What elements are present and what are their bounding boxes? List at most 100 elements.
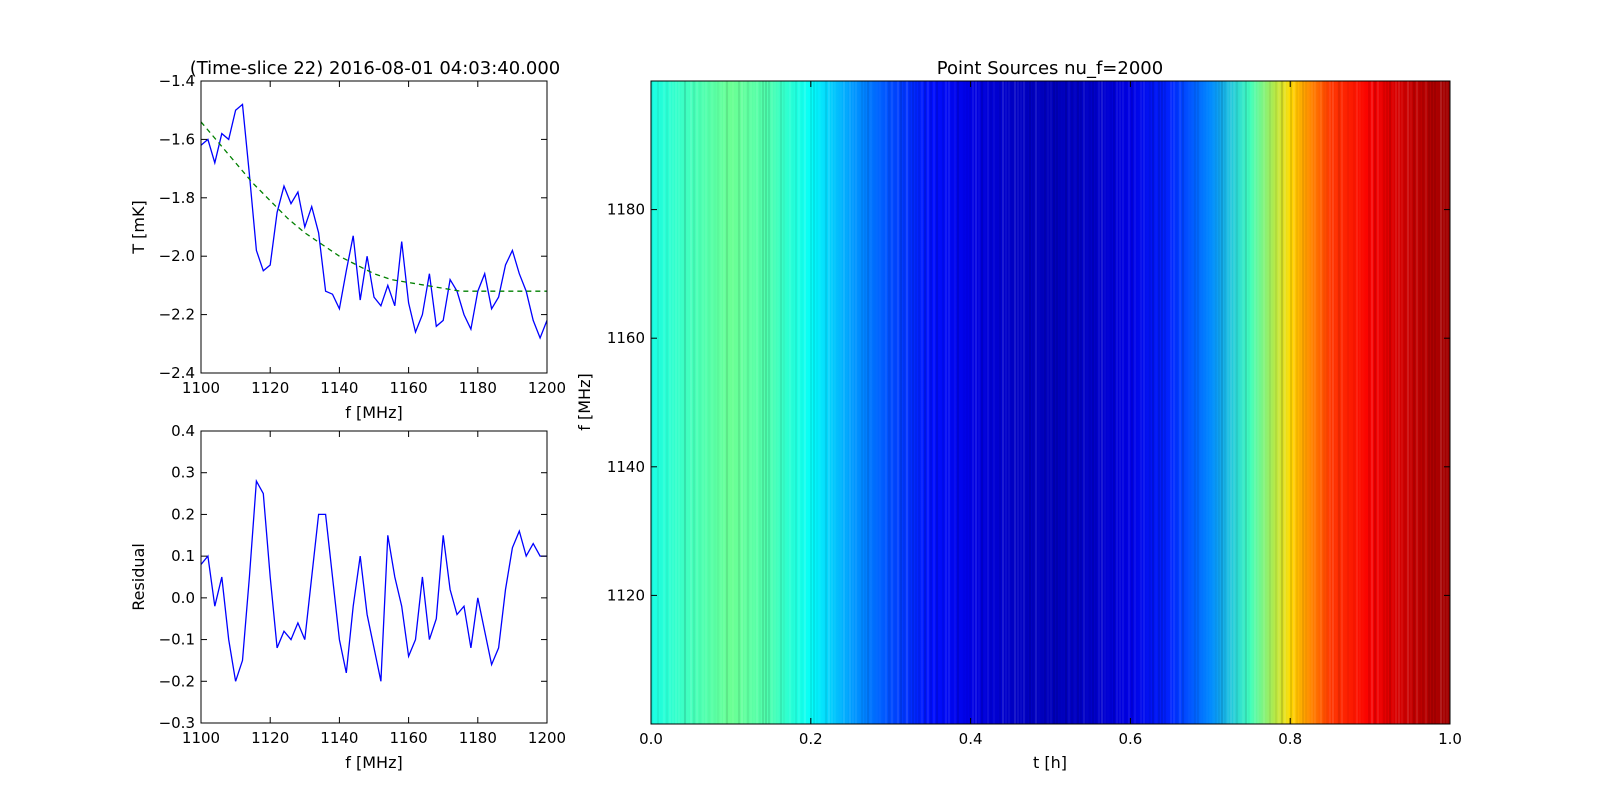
heatmap-stripe (813, 81, 815, 724)
heatmap-stripe (966, 81, 968, 724)
heatmap-stripe (666, 81, 668, 724)
heatmap-stripe (810, 81, 812, 724)
heatmap-stripe (1389, 81, 1391, 724)
heatmap-stripe (1395, 81, 1397, 724)
heatmap-stripe (999, 81, 1001, 724)
heatmap-stripe (1371, 81, 1373, 724)
heatmap-stripe (822, 81, 824, 724)
heatmap-stripe (960, 81, 962, 724)
heatmap-stripe (1446, 81, 1448, 724)
heatmap-stripe (1182, 81, 1184, 724)
heatmap-ticks: 0.0 0.2 0.4 0.6 0.8 1.0 1120 1140 1160 1180 (607, 81, 1462, 748)
residual-y-axis-label: Residual (129, 543, 148, 611)
heatmap-stripe (1008, 81, 1010, 724)
heatmap-stripe (1134, 81, 1136, 724)
heatmap-stripe (939, 81, 941, 724)
residual-y-tick-label: 0.0 (171, 589, 195, 607)
heatmap-stripe (1263, 81, 1265, 724)
heatmap-stripe (1032, 81, 1034, 724)
heatmap-stripe (1155, 81, 1157, 724)
heatmap-stripe (951, 81, 953, 724)
heatmap-stripe (840, 81, 842, 724)
heatmap-stripe (837, 81, 839, 724)
temperature-x-tick-label: 1180 (459, 379, 497, 397)
heatmap-stripe (1380, 81, 1382, 724)
heatmap-stripe (1116, 81, 1118, 724)
heatmap-stripe (783, 81, 785, 724)
heatmap-stripe (672, 81, 674, 724)
heatmap-stripe (1221, 81, 1223, 724)
heatmap-stripe (1251, 81, 1253, 724)
heatmap-stripe (1329, 81, 1331, 724)
heatmap-stripe (1359, 81, 1361, 724)
heatmap-stripe (957, 81, 959, 724)
heatmap-stripe (1053, 81, 1055, 724)
heatmap-stripe (1026, 81, 1028, 724)
heatmap-stripe (717, 81, 719, 724)
residual-series-group (200, 478, 547, 682)
temperature-series-group (200, 103, 548, 340)
heatmap-stripe (873, 81, 875, 724)
heatmap-stripe (861, 81, 863, 724)
heatmap-stripe (1179, 81, 1181, 724)
heatmap-stripe (945, 81, 947, 724)
heatmap-stripe (804, 81, 806, 724)
temperature-y-tick-label: −1.4 (159, 72, 195, 90)
heatmap-stripe (663, 81, 665, 724)
heatmap-stripe (912, 81, 914, 724)
heatmap-stripe (918, 81, 920, 724)
heatmap-x-axis-label: t [h] (1033, 753, 1067, 772)
heatmap-stripe (801, 81, 803, 724)
residual-x-tick-label: 1100 (182, 729, 220, 747)
heatmap-y-tick-label: 1140 (607, 458, 645, 476)
heatmap-stripe (735, 81, 737, 724)
heatmap-stripe (774, 81, 776, 724)
heatmap-stripe (825, 81, 827, 724)
heatmap-stripe (1269, 81, 1271, 724)
heatmap-stripe (855, 81, 857, 724)
heatmap-stripe (900, 81, 902, 724)
heatmap-stripe (849, 81, 851, 724)
heatmap-stripe (1152, 81, 1154, 724)
heatmap-stripe (1086, 81, 1088, 724)
heatmap-stripe (1242, 81, 1244, 724)
heatmap-stripe (1281, 81, 1283, 724)
heatmap-stripe (1050, 81, 1052, 724)
heatmap-stripe (1194, 81, 1196, 724)
heatmap-stripe (1113, 81, 1115, 724)
heatmap-stripe (1326, 81, 1328, 724)
heatmap-stripe (1023, 81, 1025, 724)
residual-x-tick-label: 1180 (459, 729, 497, 747)
heatmap-stripe (888, 81, 890, 724)
heatmap-stripe (1311, 81, 1313, 724)
residual-x-tick-label: 1120 (251, 729, 289, 747)
temperature-y-tick-label: −1.8 (159, 189, 195, 207)
heatmap-stripe (1002, 81, 1004, 724)
residual-x-tick-label: 1200 (528, 729, 566, 747)
heatmap-stripe (1140, 81, 1142, 724)
heatmap-stripe (681, 81, 683, 724)
heatmap-stripe (867, 81, 869, 724)
point-sources-heatmap: Point Sources nu_f=2000 0.0 0.2 0.4 0.6 0.8 1… (575, 58, 1462, 772)
heatmap-stripe (798, 81, 800, 724)
heatmap-stripe (792, 81, 794, 724)
heatmap-stripe (1206, 81, 1208, 724)
heatmap-stripe (1227, 81, 1229, 724)
residual-series-data-line (200, 478, 547, 682)
heatmap-stripe (1401, 81, 1403, 724)
heatmap-stripe (897, 81, 899, 724)
heatmap-stripe (1290, 81, 1292, 724)
heatmap-stripe (1122, 81, 1124, 724)
temperature-plot-frame (200, 80, 548, 374)
heatmap-stripe (1089, 81, 1091, 724)
heatmap-stripe (942, 81, 944, 724)
heatmap-stripe (1095, 81, 1097, 724)
heatmap-stripe (678, 81, 680, 724)
heatmap-stripe (726, 81, 728, 724)
heatmap-stripe (1266, 81, 1268, 724)
heatmap-stripe (1101, 81, 1103, 724)
heatmap-stripe (1104, 81, 1106, 724)
heatmap-stripe (1215, 81, 1217, 724)
heatmap-stripe (1299, 81, 1301, 724)
heatmap-stripe (1188, 81, 1190, 724)
